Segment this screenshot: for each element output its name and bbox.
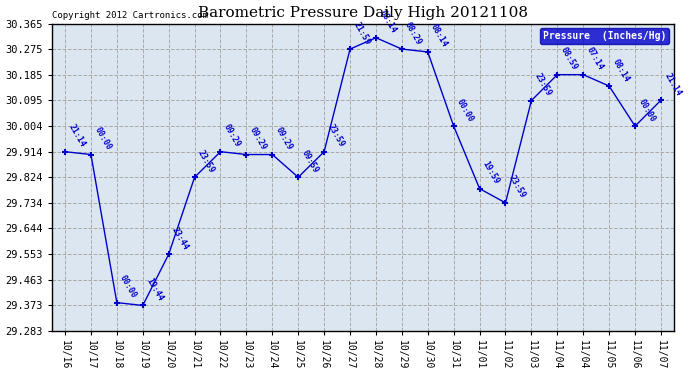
Text: 23:59: 23:59 (507, 174, 527, 200)
Text: Copyright 2012 Cartronics.com: Copyright 2012 Cartronics.com (52, 11, 208, 20)
Text: 23:59: 23:59 (196, 148, 216, 174)
Text: 08:59: 08:59 (559, 46, 579, 72)
Text: 09:29: 09:29 (274, 126, 294, 152)
Text: 08:29: 08:29 (403, 20, 424, 46)
Text: 21:14: 21:14 (662, 71, 682, 98)
Text: 00:00: 00:00 (118, 274, 139, 300)
Text: 21:59: 21:59 (351, 20, 372, 46)
Text: 09:29: 09:29 (222, 123, 242, 149)
Text: 09:29: 09:29 (248, 126, 268, 152)
Text: 23:44: 23:44 (170, 225, 190, 252)
Text: 21:14: 21:14 (66, 123, 87, 149)
Text: 00:00: 00:00 (636, 97, 657, 123)
Text: 08:14: 08:14 (377, 9, 397, 35)
Text: 08:14: 08:14 (429, 23, 449, 49)
Text: 00:00: 00:00 (92, 126, 112, 152)
Text: 23:59: 23:59 (533, 72, 553, 98)
Text: 09:59: 09:59 (299, 148, 320, 174)
Text: 00:00: 00:00 (455, 97, 475, 123)
Text: 23:59: 23:59 (326, 123, 346, 149)
Text: 08:14: 08:14 (611, 57, 631, 83)
Legend: Pressure  (Inches/Hg): Pressure (Inches/Hg) (540, 28, 669, 44)
Text: 19:59: 19:59 (481, 160, 501, 186)
Title: Barometric Pressure Daily High 20121108: Barometric Pressure Daily High 20121108 (198, 6, 528, 20)
Text: 07:14: 07:14 (584, 46, 605, 72)
Text: 19:44: 19:44 (144, 276, 164, 303)
